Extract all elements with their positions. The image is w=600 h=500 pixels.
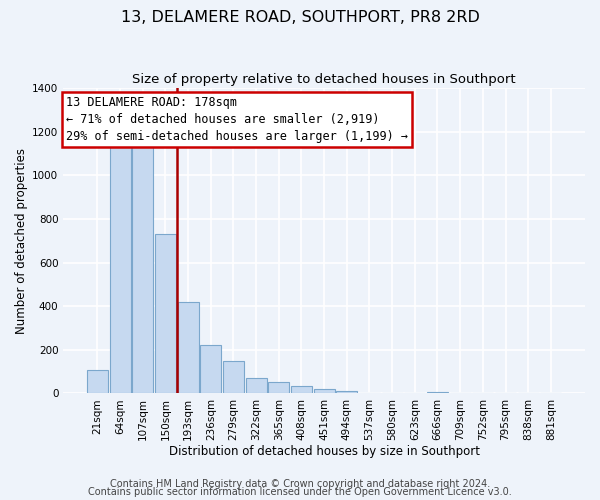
Bar xyxy=(291,386,312,394)
Bar xyxy=(314,390,335,394)
Bar xyxy=(337,390,357,394)
Text: Contains HM Land Registry data © Crown copyright and database right 2024.: Contains HM Land Registry data © Crown c… xyxy=(110,479,490,489)
Text: Contains public sector information licensed under the Open Government Licence v3: Contains public sector information licen… xyxy=(88,487,512,497)
Title: Size of property relative to detached houses in Southport: Size of property relative to detached ho… xyxy=(133,72,516,86)
Bar xyxy=(133,140,153,394)
Text: 13 DELAMERE ROAD: 178sqm
← 71% of detached houses are smaller (2,919)
29% of sem: 13 DELAMERE ROAD: 178sqm ← 71% of detach… xyxy=(66,96,408,142)
Bar xyxy=(245,378,266,394)
Bar xyxy=(268,382,289,394)
Bar xyxy=(110,140,131,394)
Bar xyxy=(427,392,448,394)
Bar xyxy=(200,346,221,394)
Bar xyxy=(178,302,199,394)
Text: 13, DELAMERE ROAD, SOUTHPORT, PR8 2RD: 13, DELAMERE ROAD, SOUTHPORT, PR8 2RD xyxy=(121,10,479,25)
Bar xyxy=(155,234,176,394)
X-axis label: Distribution of detached houses by size in Southport: Distribution of detached houses by size … xyxy=(169,444,479,458)
Y-axis label: Number of detached properties: Number of detached properties xyxy=(15,148,28,334)
Bar xyxy=(223,361,244,394)
Bar xyxy=(87,370,108,394)
